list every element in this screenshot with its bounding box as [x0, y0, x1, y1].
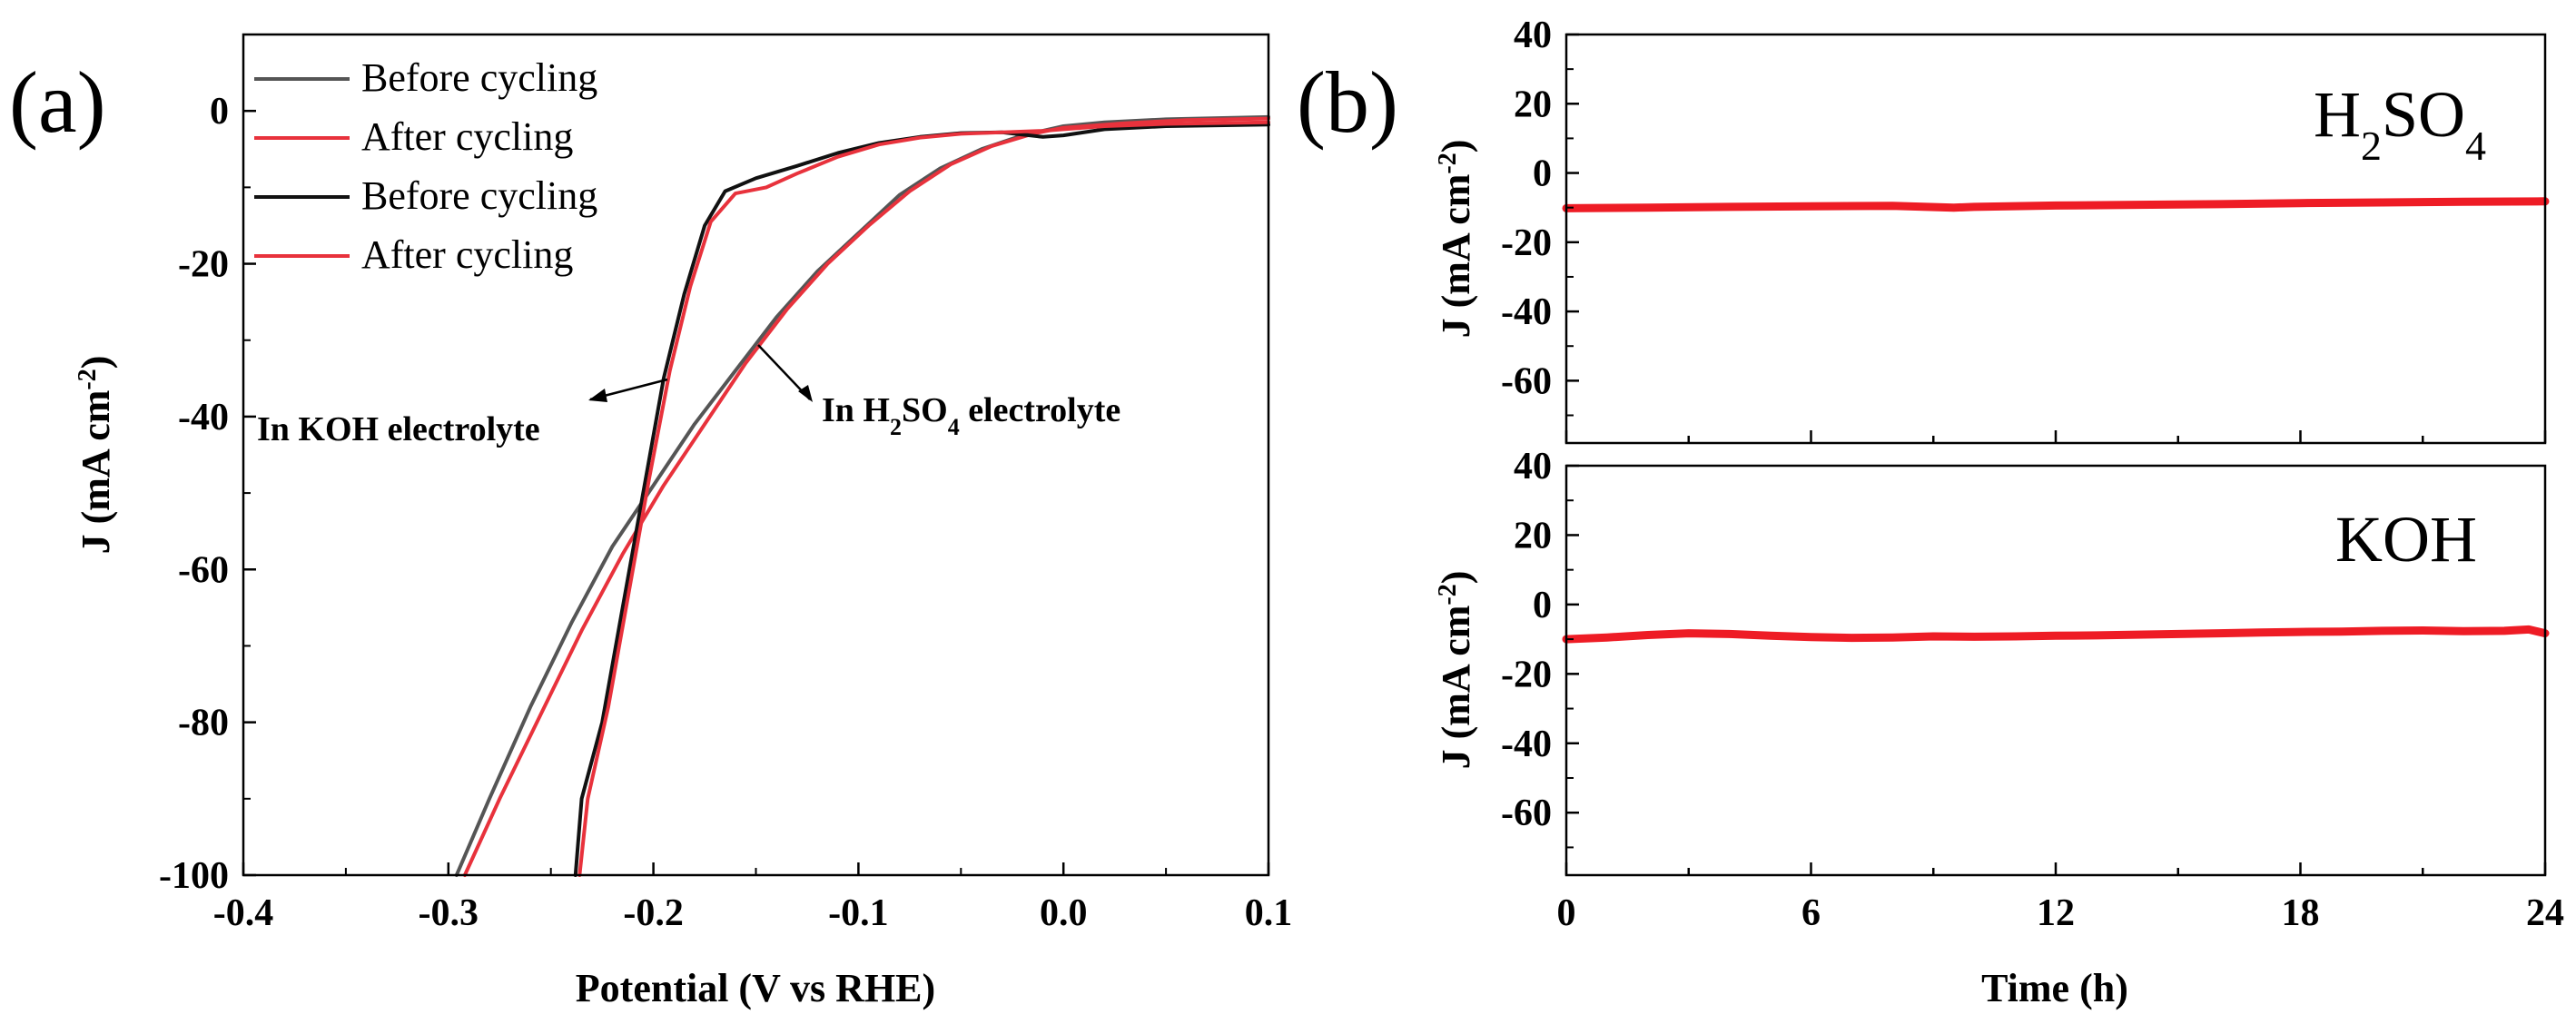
panel-a-plot: -0.4 -0.3 -0.2 -0.1 0.0 0.1 0 -20 -40 -60 -80 -100…: [74, 33, 1293, 1010]
panel-b-plot: 0 6 12 18 24 40 20 0 -20 -40 -60 40 20 0 -20 -40 -60 T…: [1434, 15, 2565, 1010]
panel-b-ytick-label: 20: [1514, 84, 1552, 125]
panel-a-frame: [242, 33, 1270, 877]
panel-a-xtick-label: -0.4: [213, 892, 274, 934]
annotation-h2so4: In H2SO4 electrolyte: [757, 344, 1120, 440]
panel-a-xticks: -0.4 -0.3 -0.2 -0.1 0.0 0.1: [213, 862, 1293, 934]
panel-b-ytick-label: 40: [1514, 446, 1552, 487]
panel-b-ytick-label: 0: [1533, 585, 1552, 626]
panel-a-series: [454, 114, 1270, 877]
panel-b-ytick-label: 20: [1514, 515, 1552, 556]
panel-a-series-2: [462, 116, 1270, 877]
panel-b-top-series-line: [1562, 197, 2550, 212]
panel-a-xtick-label: -0.2: [623, 892, 684, 934]
legend-label-2: After cycling: [361, 114, 573, 159]
panel-b-bottom-yticks: 40 20 0 -20 -40 -60: [1501, 446, 1579, 849]
panel-b-bottom-ylabel: J (mA cm-2): [1434, 571, 1479, 770]
panel-a-series-3: [573, 123, 1270, 877]
panel-b-top-yticks: 40 20 0 -20 -40 -60: [1501, 15, 1579, 417]
panel-b-bottom-frame: [1564, 464, 2547, 877]
panel-b-bottom-series: [1562, 625, 2550, 875]
panel-label-b: (b): [1297, 54, 1398, 151]
panel-b-ytick-label: -40: [1501, 291, 1552, 333]
panel-b-xtick-label: 24: [2526, 892, 2564, 934]
panel-label-a: (a): [9, 54, 106, 151]
panel-a-ylabel: J (mA cm-2): [74, 356, 119, 555]
panel-b-xtick-label: 0: [1557, 892, 1576, 934]
annotation-h2so4-arrowhead: [798, 385, 813, 402]
panel-b-xtick-label: 18: [2282, 892, 2320, 934]
legend-label-1: Before cycling: [361, 55, 597, 100]
panel-b-ytick-label: -20: [1501, 222, 1552, 264]
panel-a-xtick-label: 0.0: [1040, 892, 1088, 934]
panel-a-xtick-label: 0.1: [1245, 892, 1293, 934]
panel-a-xlabel: Potential (V vs RHE): [576, 966, 935, 1010]
panel-b-ytick-label: -60: [1501, 793, 1552, 834]
panel-b-ytick-label: -60: [1501, 360, 1552, 402]
panel-b-top-ylabel: J (mA cm-2): [1434, 140, 1479, 339]
annotation-koh: In KOH electrolyte: [257, 378, 668, 448]
panel-b-bottom-label: KOH: [2335, 503, 2477, 576]
panel-b-ytick-label: -20: [1501, 654, 1552, 695]
panel-a-ytick-label: -80: [178, 703, 229, 744]
panel-b-ytick-label: 0: [1533, 153, 1552, 195]
panel-a-ytick-label: -100: [159, 855, 229, 897]
annotation-koh-text: In KOH electrolyte: [257, 410, 540, 448]
panel-b-ytick-label: 40: [1514, 15, 1552, 56]
panel-a-legend: Before cycling After cycling Before cycl…: [254, 55, 597, 277]
panel-b-top-label: H2SO4: [2314, 78, 2486, 169]
panel-a-ytick-label: -60: [178, 549, 229, 591]
panel-b-xticks: 0 6 12 18 24: [1557, 892, 2565, 934]
annotation-h2so4-text: In H2SO4 electrolyte: [822, 391, 1120, 440]
panel-b-top-series: [1562, 197, 2550, 443]
panel-b-xlabel: Time (h): [1981, 966, 2128, 1010]
panel-b-xtick-label: 6: [1801, 892, 1821, 934]
panel-b-top-frame: [1564, 33, 2547, 445]
legend-label-3: Before cycling: [361, 173, 597, 218]
panel-a-xtick-label: -0.1: [828, 892, 889, 934]
panel-a-ytick-label: -20: [178, 244, 229, 286]
panel-a-ytick-label: -40: [178, 397, 229, 438]
annotation-koh-arrowhead: [588, 389, 607, 402]
panel-b-xtick-label: 12: [2037, 892, 2075, 934]
panel-a-series-4: [577, 120, 1270, 877]
panel-a-xtick-label: -0.3: [419, 892, 479, 934]
legend-label-4: After cycling: [361, 232, 573, 277]
panel-a-yticks: 0 -20 -40 -60 -80 -100: [159, 91, 256, 897]
panel-b-bottom-series-line: [1562, 625, 2550, 644]
panel-a-ytick-label: 0: [210, 91, 229, 133]
panel-b-ytick-label: -40: [1501, 724, 1552, 765]
